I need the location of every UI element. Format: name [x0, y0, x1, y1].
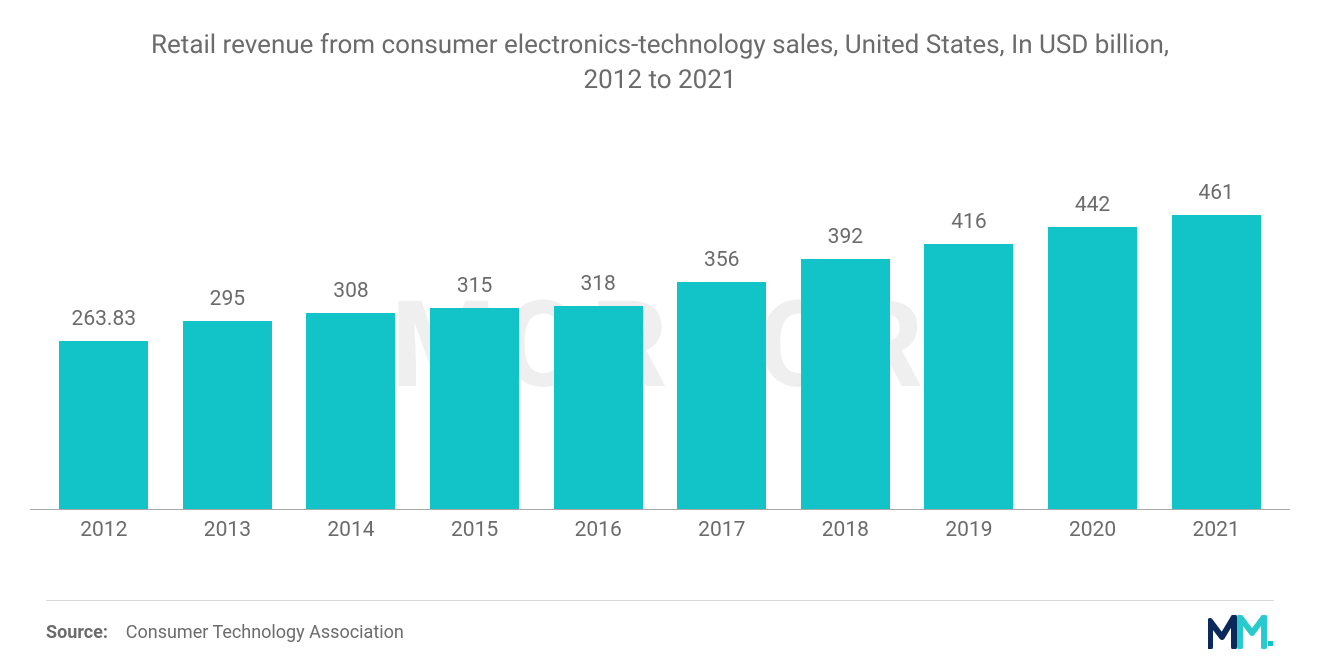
bar-chart: 263.83295308315318356392416442461 [30, 190, 1290, 510]
bar-slot: 461 [1154, 190, 1278, 510]
bar [430, 308, 519, 510]
bar-slot: 308 [289, 190, 413, 510]
source-attribution: Source: Consumer Technology Association [46, 622, 404, 643]
bar-slot: 392 [784, 190, 908, 510]
x-axis-tick-label: 2017 [660, 518, 784, 542]
bar-value-label: 308 [289, 279, 413, 303]
bar [183, 321, 272, 510]
bar-value-label: 356 [660, 248, 784, 272]
bar-value-label: 442 [1031, 193, 1155, 217]
chart-stage: Retail revenue from consumer electronics… [0, 0, 1320, 665]
title-line-1: Retail revenue from consumer electronics… [151, 30, 1169, 60]
bar-slot: 442 [1031, 190, 1155, 510]
bar-value-label: 416 [907, 210, 1031, 234]
bar-value-label: 263.83 [42, 307, 166, 331]
title-line-2: 2012 to 2021 [584, 65, 737, 95]
bar-value-label: 392 [784, 225, 908, 249]
source-label: Source: [46, 622, 108, 643]
bar [924, 244, 1013, 510]
bar-slot: 263.83 [42, 190, 166, 510]
x-axis-tick-label: 2016 [536, 518, 660, 542]
x-axis-labels: 2012201320142015201620172018201920202021 [30, 518, 1290, 542]
x-axis-tick-label: 2015 [413, 518, 537, 542]
bar [1048, 227, 1137, 510]
x-axis-tick-label: 2021 [1154, 518, 1278, 542]
bar-value-label: 318 [536, 272, 660, 296]
brand-logo [1208, 615, 1274, 649]
bar-slot: 315 [413, 190, 537, 510]
bar-slot: 295 [166, 190, 290, 510]
bar-slot: 318 [536, 190, 660, 510]
bar-slot: 416 [907, 190, 1031, 510]
bar [306, 313, 395, 510]
x-axis-tick-label: 2013 [166, 518, 290, 542]
bar-slot: 356 [660, 190, 784, 510]
x-axis-tick-label: 2012 [42, 518, 166, 542]
bar [59, 341, 148, 510]
x-axis-tick-label: 2014 [289, 518, 413, 542]
x-axis-tick-label: 2018 [784, 518, 908, 542]
source-text: Consumer Technology Association [126, 622, 404, 643]
bar [677, 282, 766, 510]
footer: Source: Consumer Technology Association [46, 600, 1274, 649]
mordor-logo-icon [1208, 615, 1274, 649]
x-axis-line [30, 509, 1290, 510]
chart-title: Retail revenue from consumer electronics… [0, 28, 1320, 98]
bar-value-label: 461 [1154, 181, 1278, 205]
x-axis-tick-label: 2019 [907, 518, 1031, 542]
x-axis-tick-label: 2020 [1031, 518, 1155, 542]
bar [554, 306, 643, 510]
bar-value-label: 315 [413, 274, 537, 298]
bars-container: 263.83295308315318356392416442461 [30, 190, 1290, 510]
bar [1172, 215, 1261, 510]
bar [801, 259, 890, 510]
bar-value-label: 295 [166, 287, 290, 311]
